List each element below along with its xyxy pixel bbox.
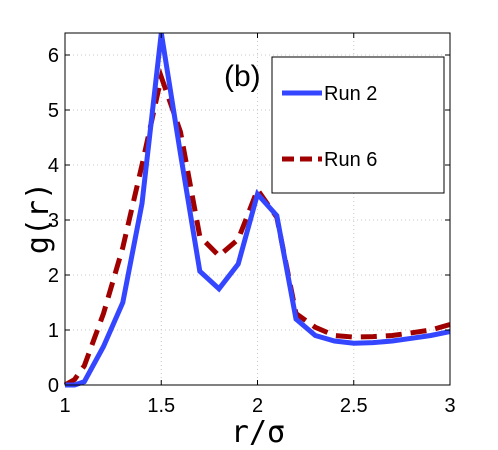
- x-tick-label: 1: [59, 395, 70, 417]
- x-tick-label: 2.5: [340, 395, 368, 417]
- series-line-run-2: [65, 32, 451, 388]
- y-axis-label: g(r): [21, 182, 56, 254]
- tick-marks: [64, 33, 451, 386]
- x-axis-label: r/σ: [231, 415, 285, 450]
- legend-label-run-2: Run 2: [324, 83, 377, 105]
- legend: Run 2 Run 6: [271, 56, 445, 194]
- series-layer: [63, 32, 451, 388]
- x-tick-label: 3: [444, 395, 455, 417]
- y-tick-label: 6: [48, 45, 59, 67]
- legend-box: [271, 56, 445, 194]
- x-tick-labels: 1 1.5 2 2.5 3: [59, 395, 455, 417]
- panel-label: (b): [224, 60, 261, 93]
- y-tick-label: 4: [48, 155, 59, 177]
- x-tick-label: 2: [252, 395, 263, 417]
- y-tick-label: 5: [48, 100, 59, 122]
- legend-label-run-6: Run 6: [324, 149, 377, 171]
- y-tick-label: 0: [48, 375, 59, 397]
- y-tick-label: 1: [48, 320, 59, 342]
- y-tick-labels: 0 1 2 3 4 5 6: [48, 45, 59, 397]
- x-tick-label: 1.5: [147, 395, 175, 417]
- y-tick-label: 2: [48, 265, 59, 287]
- y-tick-label: 3: [48, 210, 59, 232]
